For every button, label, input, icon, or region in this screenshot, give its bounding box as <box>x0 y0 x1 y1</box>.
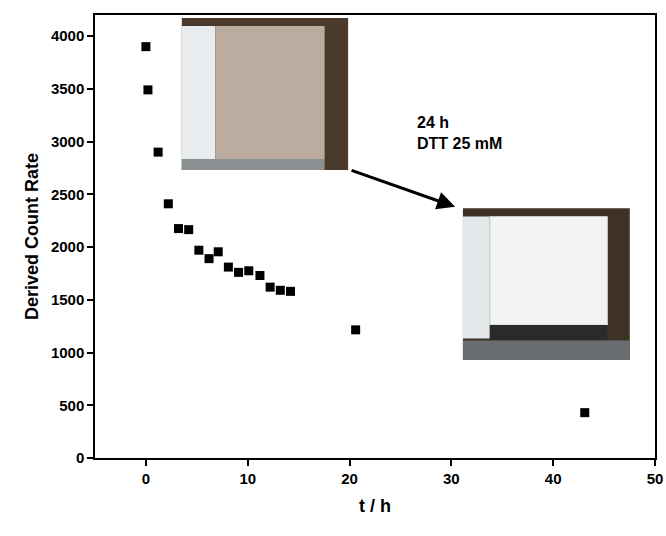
svg-text:0: 0 <box>76 449 84 466</box>
svg-text:20: 20 <box>341 470 358 487</box>
svg-text:24 hDTT 25 mM: 24 hDTT 25 mM <box>417 114 502 152</box>
svg-text:3000: 3000 <box>51 133 84 150</box>
svg-text:1500: 1500 <box>51 291 84 308</box>
svg-text:3500: 3500 <box>51 80 84 97</box>
svg-text:10: 10 <box>239 470 256 487</box>
svg-text:30: 30 <box>443 470 460 487</box>
svg-text:500: 500 <box>59 397 84 414</box>
svg-text:0: 0 <box>142 470 150 487</box>
svg-text:40: 40 <box>545 470 562 487</box>
svg-text:50: 50 <box>647 470 664 487</box>
svg-text:1000: 1000 <box>51 344 84 361</box>
svg-text:t / h: t / h <box>359 496 391 516</box>
svg-text:4000: 4000 <box>51 27 84 44</box>
svg-text:2000: 2000 <box>51 238 84 255</box>
svg-text:Derived Count Rate: Derived Count Rate <box>22 153 42 320</box>
svg-text:2500: 2500 <box>51 186 84 203</box>
